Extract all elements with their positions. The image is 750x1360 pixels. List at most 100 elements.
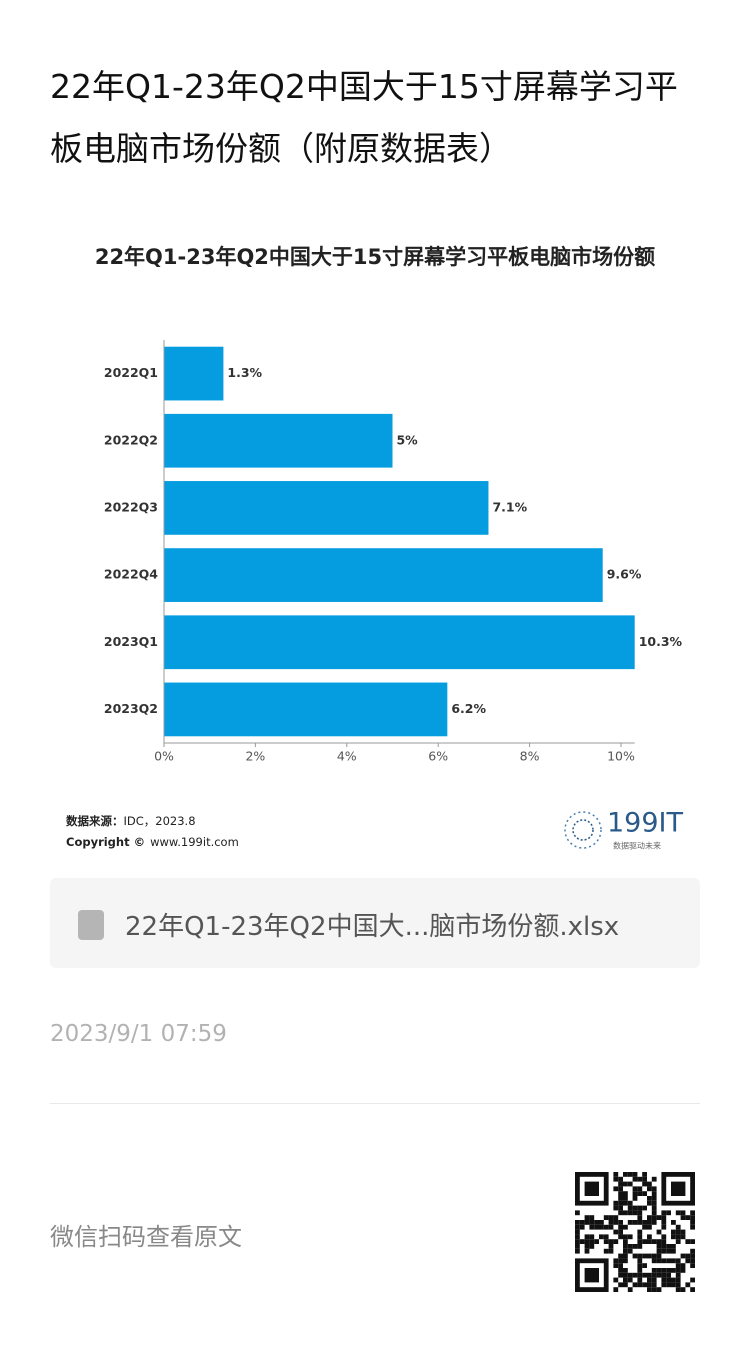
logo-mark	[564, 811, 602, 849]
qr-cell	[656, 1272, 662, 1278]
qr-cell	[675, 1224, 681, 1230]
qr-cell	[618, 1258, 623, 1264]
qr-code[interactable]	[575, 1172, 695, 1292]
qr-cell	[651, 1200, 657, 1206]
qr-cell	[637, 1258, 643, 1264]
qr-cell	[613, 1176, 619, 1182]
qr-cell	[632, 1186, 638, 1192]
qr-finder	[584, 1268, 599, 1283]
qr-cell	[690, 1210, 695, 1216]
qr-cell	[584, 1244, 590, 1249]
qr-cell	[651, 1176, 657, 1182]
source-label: 数据来源：	[66, 814, 124, 828]
x-tick-label: 6%	[428, 749, 448, 764]
qr-cell	[642, 1282, 647, 1288]
qr-cell	[608, 1248, 614, 1254]
qr-cell	[613, 1263, 619, 1268]
data-label: 10.3%	[639, 634, 683, 649]
qr-cell	[623, 1234, 628, 1240]
copyright-label: Copyright ©	[66, 835, 145, 849]
qr-cell	[623, 1248, 628, 1254]
qr-cell	[666, 1244, 671, 1249]
x-tick-label: 4%	[337, 749, 357, 764]
qr-cell	[613, 1200, 619, 1206]
qr-cell	[584, 1215, 590, 1220]
qr-cell	[637, 1277, 643, 1283]
qr-cell	[675, 1263, 681, 1268]
qr-cell	[651, 1268, 657, 1273]
qr-cell	[632, 1282, 638, 1288]
qr-cell	[613, 1220, 619, 1225]
qr-cell	[584, 1220, 590, 1225]
divider	[50, 1103, 700, 1104]
qr-cell	[613, 1186, 619, 1192]
qr-finder	[661, 1172, 695, 1206]
qr-cell	[637, 1239, 643, 1244]
qr-cell	[627, 1287, 633, 1292]
qr-cell	[642, 1181, 647, 1187]
attachment-name[interactable]: 22年Q1-23年Q2中国大...脑市场份额.xlsx	[125, 912, 620, 942]
y-tick-label: 2022Q2	[104, 432, 158, 447]
qr-cell	[647, 1287, 652, 1292]
qr-cell	[642, 1224, 647, 1230]
qr-cell	[651, 1282, 657, 1288]
data-label: 9.6%	[607, 567, 642, 582]
qr-cell	[599, 1234, 604, 1240]
y-tick-label: 2022Q4	[104, 567, 158, 582]
qr-cell	[651, 1253, 657, 1259]
qr-cell	[627, 1181, 633, 1187]
qr-cell	[651, 1196, 657, 1201]
data-label: 7.1%	[492, 499, 527, 514]
qr-cell	[618, 1224, 623, 1230]
qr-cell	[618, 1186, 623, 1192]
qr-cell	[618, 1263, 623, 1268]
qr-cell	[579, 1220, 585, 1225]
qr-cell	[651, 1272, 657, 1278]
qr-cell	[589, 1220, 595, 1225]
qr-cell	[661, 1258, 667, 1264]
qr-cell	[675, 1277, 681, 1283]
x-tick-label: 10%	[607, 749, 635, 764]
qr-cell	[671, 1268, 676, 1273]
qr-cell	[680, 1215, 686, 1220]
qr-cell	[656, 1215, 662, 1220]
qr-cell	[690, 1239, 695, 1244]
qr-cell	[608, 1244, 614, 1249]
qr-cell	[618, 1210, 623, 1216]
qr-cell	[632, 1244, 638, 1249]
qr-cell	[632, 1210, 638, 1216]
qr-cell	[680, 1268, 686, 1273]
logo-mark	[572, 819, 594, 841]
qr-cell	[647, 1277, 652, 1283]
qr-cell	[647, 1272, 652, 1278]
qr-cell	[618, 1253, 623, 1259]
qr-cell	[685, 1215, 691, 1220]
qr-cell	[623, 1191, 628, 1196]
qr-cell	[651, 1191, 657, 1196]
y-tick-label: 2022Q1	[104, 365, 158, 380]
file-icon	[78, 910, 104, 940]
qr-cell	[599, 1224, 604, 1230]
qr-cell	[671, 1277, 676, 1283]
qr-cell	[685, 1253, 691, 1259]
data-label: 5%	[396, 432, 418, 447]
publish-date: 2023/9/1 07:59	[50, 1021, 227, 1047]
qr-cell	[603, 1239, 609, 1244]
qr-cell	[613, 1205, 619, 1211]
qr-cell	[589, 1244, 595, 1249]
qr-cell	[666, 1248, 671, 1254]
qr-cell	[675, 1282, 681, 1288]
qr-cell	[666, 1272, 671, 1278]
qr-cell	[632, 1196, 638, 1201]
qr-cell	[632, 1176, 638, 1182]
attachment[interactable]: 22年Q1-23年Q2中国大...脑市场份额.xlsx	[50, 878, 700, 968]
qr-cell	[599, 1220, 604, 1225]
qr-cell	[651, 1239, 657, 1244]
qr-cell	[680, 1234, 686, 1240]
qr-cell	[642, 1253, 647, 1259]
qr-cell	[623, 1172, 628, 1177]
copyright-value: www.199it.com	[150, 835, 239, 849]
qr-cell	[675, 1272, 681, 1278]
qr-cell	[603, 1248, 609, 1254]
qr-cell	[608, 1224, 614, 1230]
